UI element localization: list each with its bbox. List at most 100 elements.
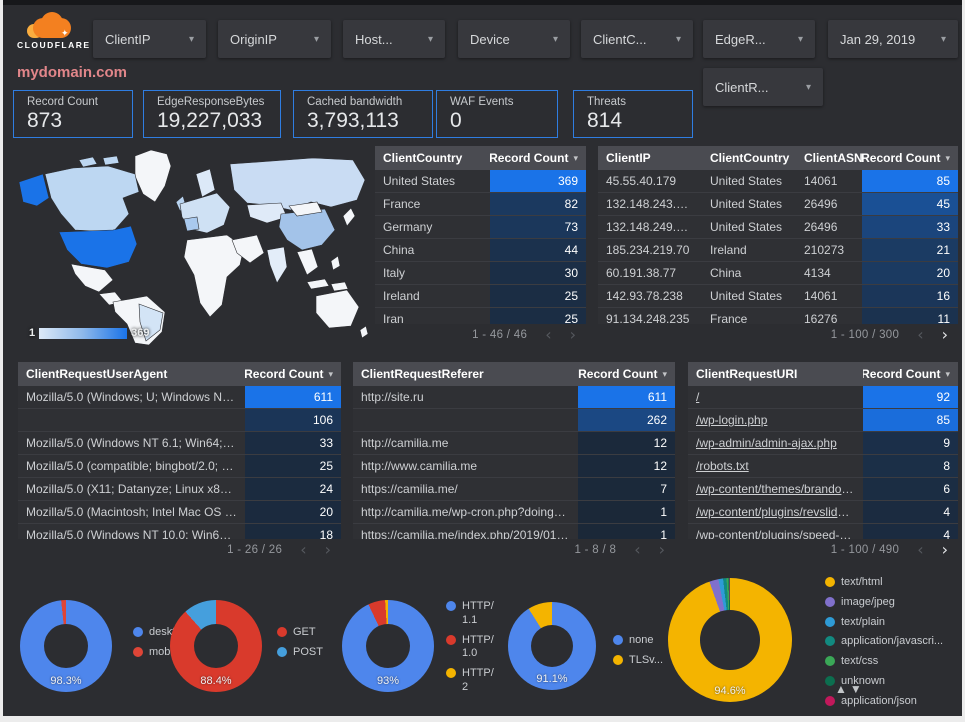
filter-clientrequest[interactable]: ClientR... ▾ xyxy=(703,68,823,106)
country-australia[interactable] xyxy=(315,289,360,329)
table-row[interactable]: France 82 xyxy=(375,193,586,216)
column-header[interactable]: ClientCountry xyxy=(383,151,463,165)
column-header[interactable]: ClientASN xyxy=(804,151,862,165)
table-row[interactable]: /robots.txt 8 xyxy=(688,455,958,478)
table-row[interactable]: http://www.camilia.me 12 xyxy=(353,455,675,478)
prev-page-icon[interactable]: ‹ xyxy=(917,539,924,559)
country-greenland[interactable] xyxy=(134,149,172,203)
table-row[interactable]: Germany 73 xyxy=(375,216,586,239)
table-row[interactable]: http://site.ru 611 xyxy=(353,386,675,409)
tls-version-donut[interactable]: 91.1% xyxy=(508,602,596,690)
table-row[interactable]: 60.191.38.77 China 4134 20 xyxy=(598,262,958,285)
column-header[interactable]: ClientIP xyxy=(606,151,651,165)
uri-link[interactable]: /wp-content/plugins/revslider/rs-p... xyxy=(696,505,863,519)
legend-item: text/plain xyxy=(825,616,957,630)
table-row[interactable]: Ireland 25 xyxy=(375,285,586,308)
table-row[interactable]: /wp-login.php 85 xyxy=(688,409,958,432)
table-row[interactable]: Mozilla/5.0 (Windows; U; Windows NT 5.1;… xyxy=(18,386,341,409)
country-canada[interactable] xyxy=(102,155,120,166)
country-usa[interactable] xyxy=(18,173,50,207)
legend-label: HTTP/1.0 xyxy=(462,633,494,660)
table-row[interactable]: Mozilla/5.0 (Macintosh; Intel Mac OS X 1… xyxy=(18,501,341,524)
country-default[interactable] xyxy=(330,281,349,292)
country-india[interactable] xyxy=(266,246,288,284)
country-canada[interactable] xyxy=(44,165,140,233)
column-header[interactable]: ClientCountry xyxy=(710,151,790,165)
country-default[interactable] xyxy=(306,278,330,290)
table-row[interactable]: /wp-admin/admin-ajax.php 9 xyxy=(688,432,958,455)
country-mexico[interactable] xyxy=(70,263,114,293)
column-header[interactable]: ClientRequestReferer xyxy=(361,367,484,381)
table-row[interactable]: 262 xyxy=(353,409,675,432)
filter-originip[interactable]: OriginIP ▾ xyxy=(218,20,331,58)
uri-link[interactable]: / xyxy=(696,390,700,404)
filter-clientc[interactable]: ClientC... ▾ xyxy=(581,20,693,58)
country-china[interactable] xyxy=(278,208,336,251)
table-row[interactable]: Italy 30 xyxy=(375,262,586,285)
column-header[interactable]: Record Count ▾ xyxy=(245,367,333,381)
legend-scroll-arrows[interactable]: ▲▼ xyxy=(835,682,865,696)
uri-link[interactable]: /robots.txt xyxy=(696,459,749,473)
table-row[interactable]: Mozilla/5.0 (Windows NT 6.1; Win64; x64;… xyxy=(18,432,341,455)
http-method-donut[interactable]: 88.4% xyxy=(170,600,262,692)
http-version-donut[interactable]: 93% xyxy=(342,600,434,692)
column-header[interactable]: ClientRequestURI xyxy=(696,367,798,381)
request-uri-table: ClientRequestURI Record Count ▾ / 92/wp-logi… xyxy=(688,362,958,560)
country-usa[interactable] xyxy=(58,225,138,269)
table-row[interactable]: China 44 xyxy=(375,239,586,262)
prev-page-icon[interactable]: ‹ xyxy=(917,324,924,344)
date-range-filter[interactable]: Jan 29, 2019 ▾ xyxy=(828,20,958,58)
uri-link[interactable]: /wp-login.php xyxy=(696,413,768,427)
next-page-icon[interactable]: › xyxy=(941,324,948,344)
next-page-icon[interactable]: › xyxy=(658,539,665,559)
table-row[interactable]: United States 369 xyxy=(375,170,586,193)
prev-page-icon[interactable]: ‹ xyxy=(545,324,552,344)
column-header[interactable]: ClientRequestUserAgent xyxy=(26,367,168,381)
table-row[interactable]: 132.148.249.210 United States 26496 33 xyxy=(598,216,958,239)
uri-link[interactable]: /wp-content/themes/brandon/plu... xyxy=(696,482,863,496)
table-row[interactable]: /wp-content/themes/brandon/plu... 6 xyxy=(688,478,958,501)
country-default[interactable] xyxy=(359,325,369,339)
donut-percent-label: 98.3% xyxy=(50,675,82,687)
country-france[interactable] xyxy=(183,216,200,232)
table-row[interactable]: /wp-content/plugins/revslider/rs-p...4 xyxy=(688,501,958,524)
table-row[interactable]: 142.93.78.238 United States 14061 16 xyxy=(598,285,958,308)
country-default[interactable] xyxy=(330,255,341,271)
table-row[interactable]: 45.55.40.179 United States 14061 85 xyxy=(598,170,958,193)
country-canada[interactable] xyxy=(78,156,98,168)
device-type-donut[interactable]: 98.3% xyxy=(20,600,112,692)
country-kazakh[interactable] xyxy=(246,202,288,224)
country-scand[interactable] xyxy=(195,168,216,198)
country-default[interactable] xyxy=(296,248,319,276)
filter-edger[interactable]: EdgeR... ▾ xyxy=(703,20,815,58)
prev-page-icon[interactable]: ‹ xyxy=(300,539,307,559)
next-page-icon[interactable]: › xyxy=(941,539,948,559)
table-row[interactable]: http://camilia.me/wp-cron.php?doing_wp_c… xyxy=(353,501,675,524)
table-row[interactable]: / 92 xyxy=(688,386,958,409)
country-default[interactable] xyxy=(342,207,356,227)
table-row[interactable]: https://camilia.me/7 xyxy=(353,478,675,501)
table-row[interactable]: 185.234.219.70 Ireland 210273 21 xyxy=(598,239,958,262)
filter-clientip[interactable]: ClientIP ▾ xyxy=(93,20,206,58)
next-page-icon[interactable]: › xyxy=(324,539,331,559)
country-russia[interactable] xyxy=(229,157,366,211)
column-header[interactable]: Record Count ▾ xyxy=(490,151,578,165)
prev-page-icon[interactable]: ‹ xyxy=(634,539,641,559)
geo-map-chart[interactable] xyxy=(13,146,373,346)
table-row[interactable]: Mozilla/5.0 (X11; Datanyze; Linux x86_64… xyxy=(18,478,341,501)
filter-host[interactable]: Host... ▾ xyxy=(343,20,445,58)
filter-device[interactable]: Device ▾ xyxy=(458,20,570,58)
column-header[interactable]: Record Count ▾ xyxy=(862,151,950,165)
next-page-icon[interactable]: › xyxy=(569,324,576,344)
table-row[interactable]: http://camilia.me 12 xyxy=(353,432,675,455)
table-row[interactable]: 132.148.243.238 United States 26496 45 xyxy=(598,193,958,216)
column-header[interactable]: Record Count ▾ xyxy=(578,367,667,381)
uri-link[interactable]: /wp-admin/admin-ajax.php xyxy=(696,436,837,450)
country-brazil[interactable] xyxy=(138,303,164,342)
content-type-donut[interactable]: 94.6% xyxy=(668,578,792,702)
table-row[interactable]: Mozilla/5.0 (compatible; bingbot/2.0; +h… xyxy=(18,455,341,478)
country-mongolia[interactable] xyxy=(288,201,323,217)
table-row[interactable]: 106 xyxy=(18,409,341,432)
country-mideast[interactable] xyxy=(231,234,265,264)
column-header[interactable]: Record Count ▾ xyxy=(863,367,950,381)
